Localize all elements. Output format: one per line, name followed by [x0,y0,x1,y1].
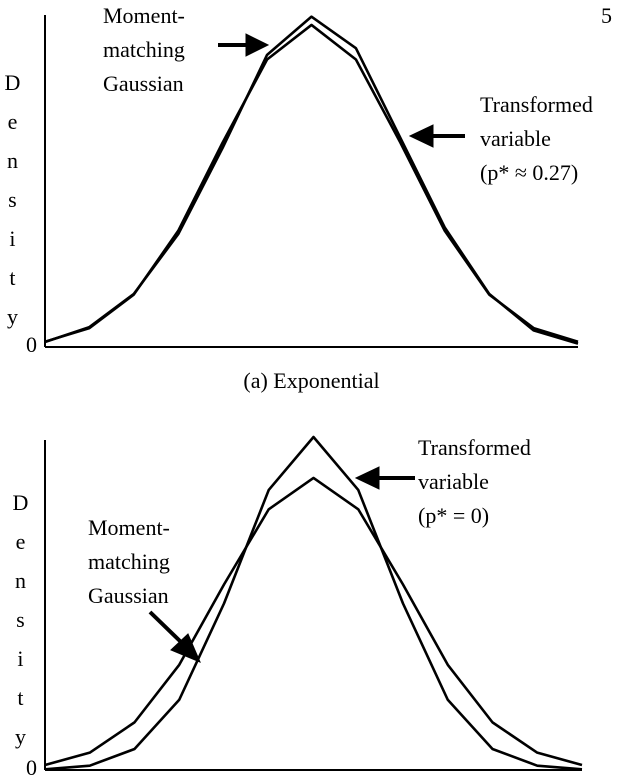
arrows [148,33,465,663]
arrow-head [408,124,434,148]
y-tick-label: 0 [26,755,37,780]
annotation: variable [418,469,489,494]
annotation: Gaussian [88,583,169,608]
caption: (a) Exponential [243,368,379,393]
annotation: matching [88,549,170,574]
annotation: Moment- [88,515,170,540]
annotation: matching [103,37,185,62]
annotation: (p* ≈ 0.27) [480,160,578,185]
density-curve [44,435,583,771]
annotation: Moment- [103,3,185,28]
y-axis-label: Density [8,490,33,763]
annotation: Transformed [480,92,593,117]
y-axis-label: Density [0,70,25,343]
arrow [148,610,184,645]
y-tick-label: 0 [26,332,37,357]
page-number: 5 [601,3,612,28]
arrow-head [354,466,380,490]
annotation: Transformed [418,435,531,460]
annotation: Gaussian [103,71,184,96]
annotation: (p* = 0) [418,503,489,528]
annotation: variable [480,126,551,151]
density-curve [44,476,583,767]
arrow-head [245,33,270,57]
density-curve [44,15,579,345]
